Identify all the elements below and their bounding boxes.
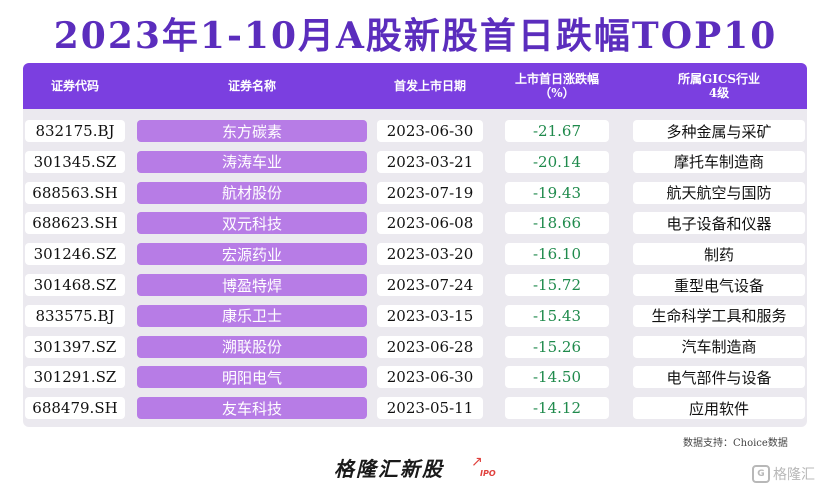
table-row: 301345.SZ 涛涛车业 2023-03-21 -20.14 摩托车制造商	[23, 150, 807, 173]
brand-sub-label: IPO	[480, 469, 496, 478]
cell-name: 航材股份	[137, 181, 367, 204]
cell-pct: -21.67	[505, 120, 609, 142]
cell-name: 东方碳素	[137, 120, 367, 142]
table-row: 688563.SH 航材股份 2023-07-19 -19.43 航天航空与国防	[23, 181, 807, 204]
cell-name: 明阳电气	[137, 366, 367, 389]
cell-date: 2023-06-30	[377, 120, 483, 142]
header-name: 证券名称	[227, 79, 276, 93]
cell-industry: 航天航空与国防	[633, 181, 805, 204]
cell-code: 688563.SH	[25, 181, 125, 204]
cell-code: 301291.SZ	[25, 366, 125, 389]
table-header: 证券代码 证券名称 首发上市日期 上市首日涨跌幅 （%） 所属GICS行业 4级	[23, 63, 807, 109]
cell-date: 2023-07-24	[377, 274, 483, 296]
table-row: 301397.SZ 溯联股份 2023-06-28 -15.26 汽车制造商	[23, 335, 807, 358]
table-row: 301468.SZ 博盈特焊 2023-07-24 -15.72 重型电气设备	[23, 274, 807, 296]
table-row: 833575.BJ 康乐卫士 2023-03-15 -15.43 生命科学工具和服务	[23, 304, 807, 327]
cell-name: 双元科技	[137, 212, 367, 235]
cell-date: 2023-03-20	[377, 243, 483, 266]
ipo-table: 证券代码 证券名称 首发上市日期 上市首日涨跌幅 （%） 所属GICS行业 4级…	[23, 63, 807, 427]
watermark-text: 格隆汇	[773, 467, 815, 483]
cell-pct: -14.50	[505, 366, 609, 389]
cell-date: 2023-06-08	[377, 212, 483, 235]
cell-pct: -16.10	[505, 243, 609, 266]
cell-name: 溯联股份	[137, 335, 367, 358]
watermark: G 格隆汇	[752, 464, 815, 484]
cell-pct: -14.12	[505, 397, 609, 420]
cell-pct: -20.14	[505, 150, 609, 173]
cell-code: 688623.SH	[25, 212, 125, 235]
table-row: 688479.SH 友车科技 2023-05-11 -14.12 应用软件	[23, 397, 807, 420]
cell-pct: -18.66	[505, 212, 609, 235]
page-title: 2023年1-10月A股新股首日跌幅TOP10	[53, 15, 778, 57]
cell-industry: 生命科学工具和服务	[633, 304, 805, 327]
cell-code: 833575.BJ	[25, 304, 125, 327]
cell-code: 301345.SZ	[25, 150, 125, 173]
cell-industry: 应用软件	[633, 397, 805, 420]
cell-date: 2023-06-28	[377, 335, 483, 358]
data-source-note: 数据支持：Choice数据	[683, 438, 788, 449]
cell-date: 2023-03-15	[377, 304, 483, 327]
header-industry: 所属GICS行业 4级	[677, 72, 761, 100]
table-row: 832175.BJ 东方碳素 2023-06-30 -21.67 多种金属与采矿	[23, 120, 807, 142]
cell-date: 2023-06-30	[377, 366, 483, 389]
cell-date: 2023-05-11	[377, 397, 483, 420]
cell-name: 康乐卫士	[137, 304, 367, 327]
table-row: 301291.SZ 明阳电气 2023-06-30 -14.50 电气部件与设备	[23, 366, 807, 389]
cell-industry: 制药	[633, 243, 805, 266]
cell-pct: -15.26	[505, 335, 609, 358]
cell-date: 2023-07-19	[377, 181, 483, 204]
table-row: 688623.SH 双元科技 2023-06-08 -18.66 电子设备和仪器	[23, 212, 807, 235]
header-pct: 上市首日涨跌幅 （%）	[514, 72, 599, 100]
cell-industry: 电子设备和仪器	[633, 212, 805, 235]
header-date: 首发上市日期	[393, 79, 466, 93]
cell-code: 301397.SZ	[25, 335, 125, 358]
cell-code: 301246.SZ	[25, 243, 125, 266]
cell-pct: -15.72	[505, 274, 609, 296]
cell-code: 688479.SH	[25, 397, 125, 420]
cell-industry: 摩托车制造商	[633, 150, 805, 173]
cell-name: 宏源药业	[137, 243, 367, 266]
cell-name: 友车科技	[137, 397, 367, 420]
cell-code: 301468.SZ	[25, 274, 125, 296]
cell-industry: 汽车制造商	[633, 335, 805, 358]
cell-industry: 电气部件与设备	[633, 366, 805, 389]
brand-logo-text: 格隆汇新股	[334, 457, 444, 481]
cell-pct: -19.43	[505, 181, 609, 204]
cell-date: 2023-03-21	[377, 150, 483, 173]
cell-industry: 重型电气设备	[633, 274, 805, 296]
watermark-logo-icon: G	[752, 465, 770, 483]
cell-name: 博盈特焊	[137, 274, 367, 296]
table-row: 301246.SZ 宏源药业 2023-03-20 -16.10 制药	[23, 243, 807, 266]
cell-name: 涛涛车业	[137, 150, 367, 173]
header-code: 证券代码	[50, 79, 99, 93]
brand-arrow-icon: ↗	[471, 454, 483, 470]
cell-pct: -15.43	[505, 304, 609, 327]
cell-code: 832175.BJ	[25, 120, 125, 142]
cell-industry: 多种金属与采矿	[633, 120, 805, 142]
